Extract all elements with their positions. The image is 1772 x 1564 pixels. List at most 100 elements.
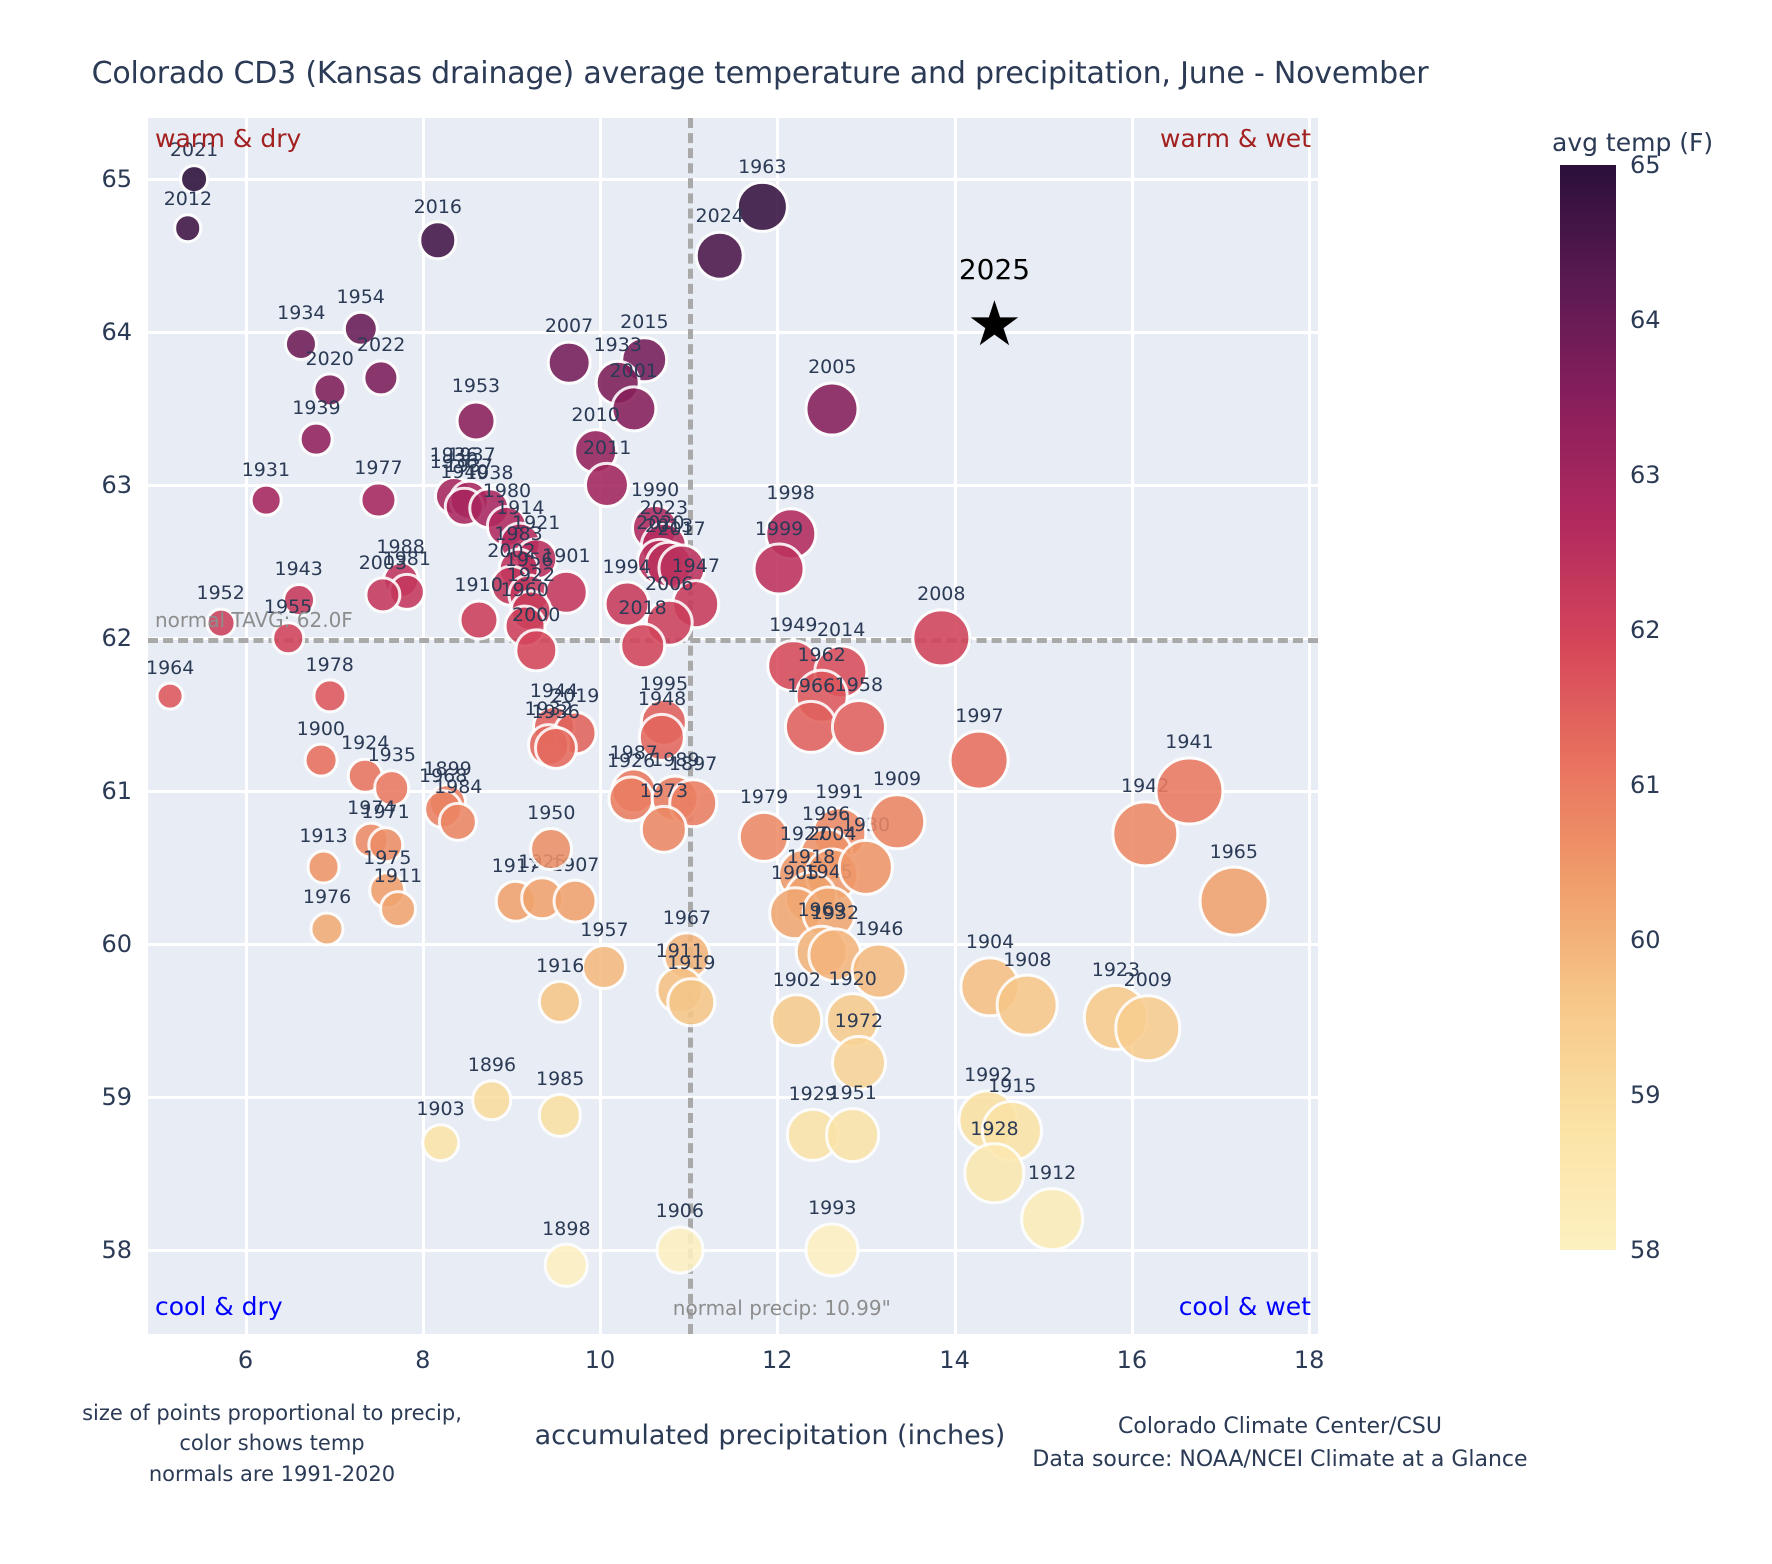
- colorbar-tick: 62: [1630, 616, 1661, 644]
- footer-left-note: size of points proportional to precip, co…: [62, 1398, 482, 1489]
- point-label: 2002: [487, 539, 536, 562]
- scatter-point: [607, 775, 655, 823]
- scatter-point: [514, 628, 558, 672]
- gridline-vertical: [599, 118, 603, 1334]
- point-label: 1899: [423, 758, 472, 781]
- point-label: 1985: [535, 1068, 585, 1091]
- scatter-point: [610, 385, 658, 433]
- scatter-point: [1020, 1187, 1084, 1252]
- scatter-point: [303, 743, 339, 778]
- point-label: 1993: [808, 1197, 857, 1220]
- point-label: 1904: [965, 931, 1015, 954]
- gridline-vertical: [1308, 118, 1312, 1334]
- point-label: 1911: [655, 940, 704, 963]
- point-label: 1989: [651, 749, 700, 772]
- point-label: 1980: [482, 480, 532, 503]
- scatter-point: [552, 878, 598, 924]
- annotation-cool-wet: cool & wet: [1178, 1292, 1311, 1321]
- point-label: 1927: [779, 823, 829, 846]
- scatter-point: [312, 678, 348, 714]
- point-label: 1936: [429, 443, 478, 466]
- point-label: 1967: [662, 906, 712, 929]
- scatter-point: [538, 1093, 583, 1138]
- scatter-point: [603, 580, 651, 628]
- point-label: 1908: [1003, 948, 1052, 971]
- point-label: 2012: [163, 188, 213, 211]
- point-label: 1966: [786, 674, 836, 697]
- point-label: 1949: [769, 613, 818, 636]
- point-label: 1944: [529, 679, 579, 702]
- scatter-point: [538, 979, 583, 1025]
- gridline-vertical: [421, 118, 425, 1334]
- x-axis-tick: 10: [584, 1346, 616, 1374]
- scatter-point: [666, 977, 717, 1027]
- point-label: 1964: [145, 656, 195, 679]
- point-label: 1910: [454, 574, 503, 597]
- point-label: 1920: [828, 967, 877, 990]
- y-axis-tick: 65: [101, 165, 132, 194]
- scatter-point: [830, 1035, 887, 1092]
- point-label: 2009: [1123, 969, 1172, 992]
- point-label: 2007: [544, 315, 594, 338]
- gridline-horizontal: [148, 331, 1318, 335]
- point-label: 1999: [754, 517, 804, 540]
- point-label: 1988: [376, 535, 425, 558]
- point-label: 1990: [630, 478, 680, 501]
- point-label: 1991: [815, 781, 864, 804]
- point-label: 1974: [347, 796, 396, 819]
- point-label: 1987: [609, 742, 658, 765]
- point-label: 1924: [340, 732, 390, 755]
- point-label: 1996: [801, 802, 851, 825]
- scatter-point: [529, 827, 574, 872]
- point-label: 1965: [1209, 840, 1258, 863]
- footer-right-line: Colorado Climate Center/CSU: [1118, 1414, 1442, 1439]
- colorbar-gradient: [1560, 165, 1616, 1250]
- scatter-point: [1198, 865, 1270, 937]
- gridline-vertical: [953, 118, 957, 1334]
- point-label: 1981: [382, 548, 431, 571]
- point-label: 1916: [535, 954, 585, 977]
- scatter-point: [581, 943, 628, 990]
- colorbar-title: avg temp (F): [1552, 128, 1714, 157]
- footer-left-line: size of points proportional to precip,: [82, 1401, 462, 1425]
- point-label: 1947: [671, 554, 720, 577]
- point-label: 2018: [618, 596, 667, 619]
- normal-tavg-label: normal TAVG: 62.0F: [155, 608, 353, 633]
- scatter-point: [639, 805, 689, 854]
- annotation-warm-wet: warm & wet: [1160, 124, 1311, 153]
- point-label: 1992: [964, 1064, 1013, 1087]
- scatter-point: [455, 400, 497, 442]
- point-label: 1937: [444, 455, 494, 478]
- normal-tavg-line: [148, 638, 1318, 644]
- point-label: 1946: [855, 918, 904, 941]
- scatter-point: [1114, 994, 1182, 1062]
- point-label: 1948: [637, 688, 687, 711]
- gridline-horizontal: [148, 484, 1318, 488]
- colorbar-tick: 61: [1630, 771, 1661, 799]
- footer-left-line: color shows temp: [179, 1431, 365, 1456]
- point-label: 1954: [336, 285, 385, 308]
- colorbar-tick: 58: [1630, 1236, 1661, 1264]
- point-label: 1898: [542, 1217, 591, 1240]
- point-label: 2024: [695, 205, 744, 228]
- scatter-point: [366, 825, 405, 864]
- point-label: 2020: [305, 347, 354, 370]
- scatter-point: [737, 810, 791, 864]
- point-label: 2016: [413, 195, 463, 218]
- point-label: 1969: [797, 899, 846, 922]
- point-label: 1926: [606, 750, 656, 773]
- point-label: 1994: [602, 555, 651, 578]
- point-label: 1901: [542, 544, 591, 567]
- point-label: 1960: [500, 579, 549, 602]
- scatter-point: [948, 729, 1010, 791]
- point-label: 2010: [571, 403, 620, 426]
- point-label: 1972: [834, 1010, 884, 1033]
- point-label: 1973: [639, 780, 689, 803]
- scatter-point: [420, 1123, 461, 1163]
- point-label: 1941: [1165, 731, 1214, 754]
- y-axis-tick: 60: [101, 929, 132, 958]
- point-label: 1933: [593, 334, 642, 357]
- colorbar-tick: 64: [1630, 306, 1661, 334]
- x-axis-tick: 12: [762, 1346, 793, 1374]
